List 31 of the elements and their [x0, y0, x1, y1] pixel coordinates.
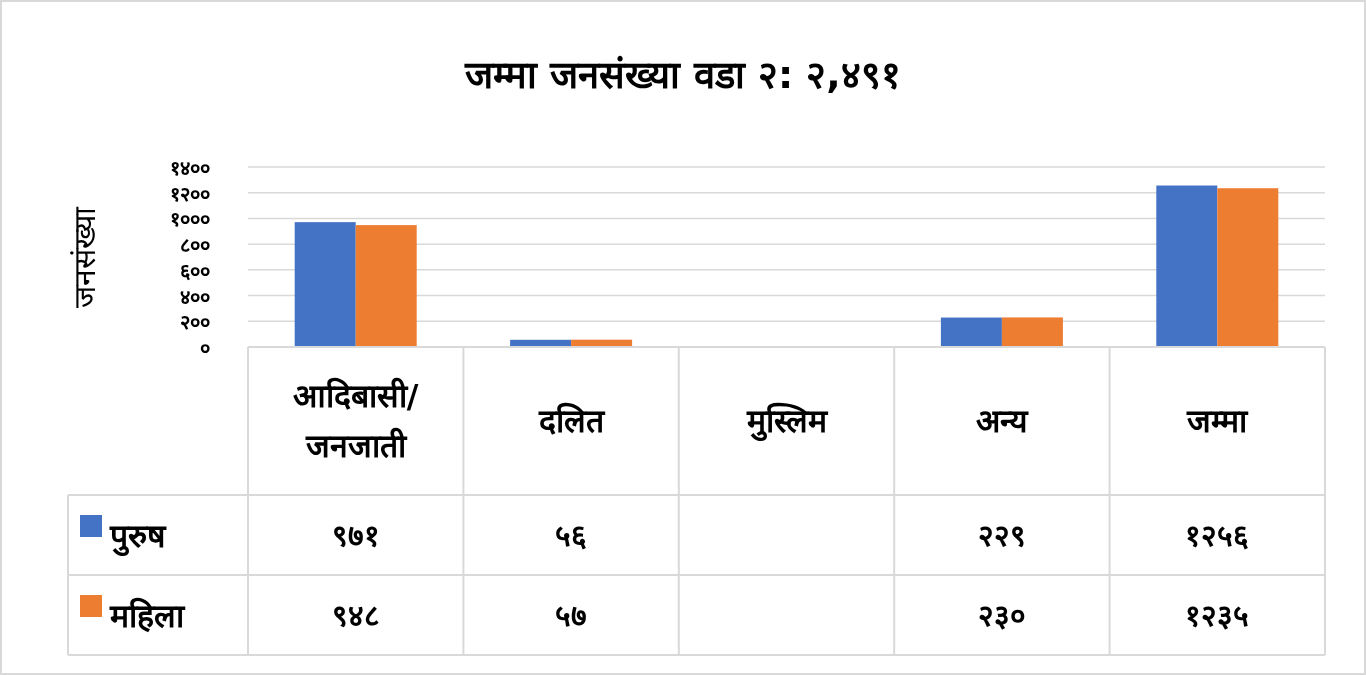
y-tick-label: ४०० [180, 284, 210, 309]
x-tick-label: दलित [537, 402, 606, 440]
x-tick-label: अन्य [975, 402, 1029, 440]
y-tick-label: १००० [170, 207, 210, 232]
bar [1001, 317, 1063, 347]
y-tick-label: १२०० [170, 181, 210, 206]
data-label: १२५६ [1185, 518, 1250, 553]
legend-label: पुरुष [109, 517, 167, 557]
x-tick-label: मुस्लिम [745, 402, 829, 442]
x-tick-label: जम्मा [1186, 402, 1250, 440]
data-label: १२३५ [1185, 598, 1250, 633]
data-label: २२९ [977, 518, 1026, 553]
y-tick-label: ६०० [180, 258, 210, 283]
data-label: २३० [977, 598, 1026, 633]
data-label: ९४८ [331, 598, 380, 633]
bar [1217, 188, 1279, 347]
data-label: ५६ [555, 518, 588, 553]
bar [940, 317, 1002, 347]
bar [355, 225, 417, 347]
chart-title: जम्मा जनसंख्या वडा २: २,४९१ [464, 53, 901, 97]
legend-label: महिला [109, 597, 186, 635]
data-label: ९७१ [331, 518, 380, 553]
bar [294, 222, 356, 347]
y-tick-label: १४०० [170, 156, 210, 180]
y-tick-label: २०० [180, 310, 210, 335]
x-tick-label: आदिबासी/जनजाती [292, 377, 419, 465]
data-label: ५७ [555, 598, 588, 633]
y-axis-title: जनसंख्या [67, 205, 102, 308]
y-tick-label: ० [200, 336, 210, 360]
y-tick-label: ८०० [180, 233, 210, 258]
bar [1156, 185, 1218, 347]
